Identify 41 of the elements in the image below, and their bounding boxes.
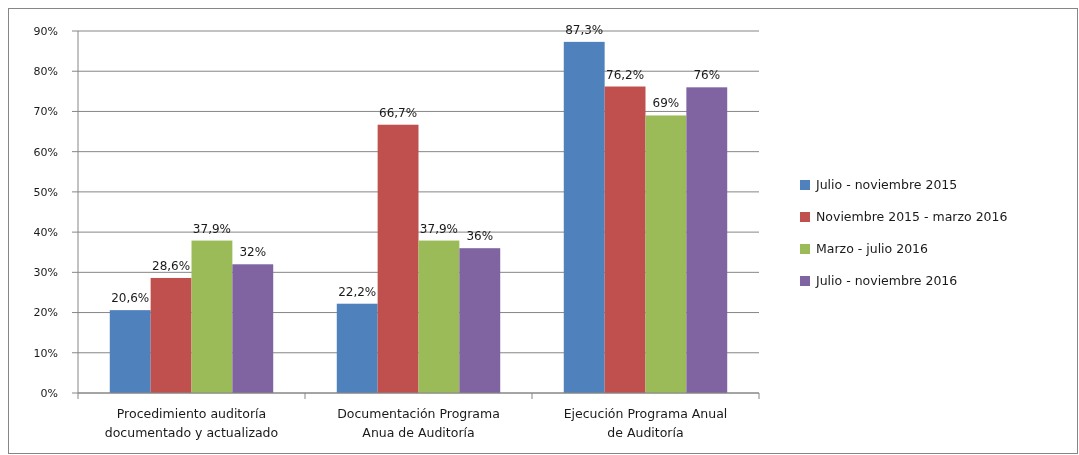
x-tick-label: Procedimiento auditoría documentado y actualizado	[104, 406, 279, 440]
data-label: 66,7%	[379, 105, 418, 120]
data-label: 37,9%	[192, 221, 231, 236]
bar	[150, 277, 192, 393]
bar	[459, 248, 501, 393]
data-label: 37,9%	[419, 221, 458, 236]
bar	[604, 86, 646, 393]
bar	[563, 41, 605, 393]
bar	[232, 264, 274, 393]
y-tick-label: 40%	[33, 225, 58, 239]
bar	[191, 240, 233, 393]
data-label: 69%	[652, 96, 680, 111]
legend-label: Marzo - julio 2016	[816, 241, 929, 257]
bar	[109, 310, 151, 393]
y-tick-label: 60%	[33, 145, 58, 159]
data-label: 76%	[693, 68, 721, 83]
data-label: 20,6%	[111, 291, 150, 306]
y-tick-label: 20%	[33, 306, 58, 320]
bar	[336, 303, 378, 393]
bar	[377, 124, 419, 393]
y-tick-label: 50%	[33, 185, 58, 199]
y-tick-label: 70%	[33, 105, 58, 119]
data-label: 87,3%	[565, 22, 604, 37]
data-label: 76,2%	[606, 67, 645, 82]
y-tick-label: 0%	[40, 386, 58, 400]
y-tick-label: 90%	[33, 24, 58, 38]
data-label: 32%	[239, 245, 267, 260]
legend-label: Noviembre 2015 - marzo 2016	[816, 209, 1008, 225]
data-label: 36%	[466, 229, 494, 244]
legend-label: Julio - noviembre 2015	[815, 177, 958, 193]
data-label: 22,2%	[338, 284, 377, 299]
y-tick-label: 10%	[33, 346, 58, 360]
legend-label: Julio - noviembre 2016	[815, 273, 958, 289]
y-tick-label: 80%	[33, 65, 58, 79]
bar	[645, 115, 687, 393]
x-tick-label: Documentación Programa Anua de Auditoría	[337, 406, 500, 440]
bar	[686, 87, 728, 393]
y-tick-label: 30%	[33, 266, 58, 280]
x-tick-label: Ejecución Programa Anual de Auditoría	[563, 406, 728, 440]
data-label: 28,6%	[152, 258, 191, 273]
bar	[418, 240, 460, 393]
